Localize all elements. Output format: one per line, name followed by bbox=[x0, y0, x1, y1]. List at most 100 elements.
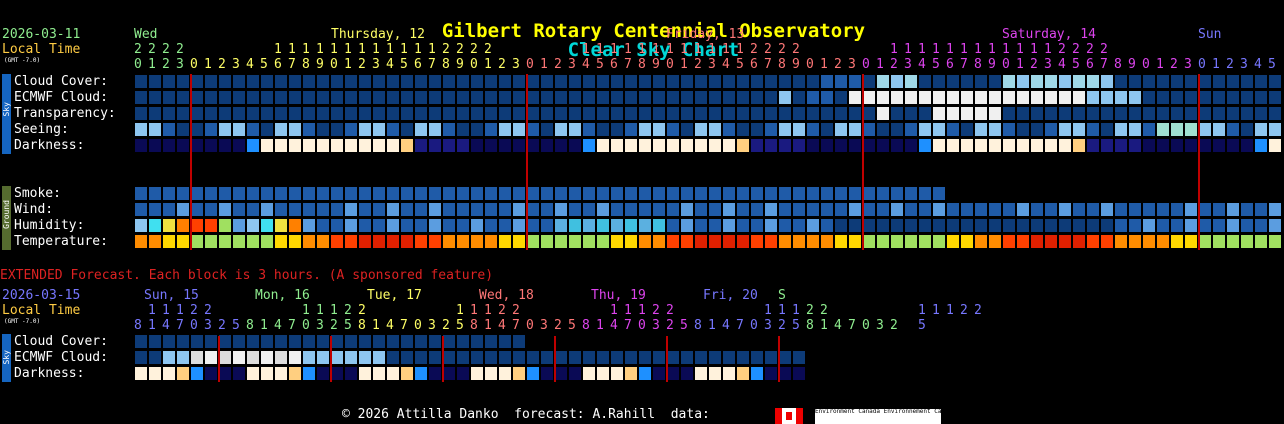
forecast-block bbox=[751, 107, 763, 120]
forecast-block bbox=[401, 235, 413, 248]
forecast-block bbox=[597, 351, 609, 364]
forecast-block bbox=[737, 91, 749, 104]
forecast-block bbox=[135, 187, 147, 200]
hour-digit: 2 bbox=[218, 57, 226, 72]
forecast-block bbox=[723, 219, 735, 232]
gmt-label: (GMT -7.0) bbox=[4, 57, 41, 64]
forecast-block bbox=[681, 75, 693, 88]
forecast-block bbox=[835, 107, 847, 120]
forecast-block bbox=[905, 91, 917, 104]
hour-digit: 1 bbox=[820, 57, 828, 72]
forecast-block bbox=[345, 75, 357, 88]
forecast-block bbox=[695, 203, 707, 216]
forecast-block bbox=[373, 367, 385, 380]
forecast-block bbox=[625, 107, 637, 120]
forecast-block bbox=[219, 75, 231, 88]
forecast-block bbox=[219, 203, 231, 216]
forecast-block bbox=[863, 187, 875, 200]
ext-gmt: (GMT -7.0) bbox=[4, 318, 41, 325]
forecast-block bbox=[471, 219, 483, 232]
forecast-block bbox=[485, 75, 497, 88]
forecast-block bbox=[583, 203, 595, 216]
forecast-block bbox=[163, 367, 175, 380]
ext-hour-digit: 1 bbox=[484, 318, 492, 333]
forecast-block bbox=[331, 107, 343, 120]
hour-digit: 1 bbox=[1002, 42, 1010, 57]
forecast-block bbox=[1059, 235, 1071, 248]
ext-hour-digit: 2 bbox=[344, 303, 352, 318]
forecast-block bbox=[541, 367, 553, 380]
hour-digit: 9 bbox=[316, 57, 324, 72]
environment-canada-logo: Environment Canada Environnement Canada bbox=[815, 409, 956, 424]
forecast-block bbox=[275, 123, 287, 136]
forecast-block bbox=[163, 187, 175, 200]
forecast-block bbox=[275, 107, 287, 120]
forecast-block bbox=[219, 187, 231, 200]
forecast-block bbox=[303, 187, 315, 200]
row-label-seeing: Seeing: bbox=[14, 122, 69, 137]
forecast-block bbox=[849, 107, 861, 120]
hour-digit: 9 bbox=[792, 57, 800, 72]
ext-hour-digit: 2 bbox=[498, 303, 506, 318]
forecast-block bbox=[205, 367, 217, 380]
forecast-block bbox=[1129, 235, 1141, 248]
forecast-block bbox=[779, 203, 791, 216]
forecast-block bbox=[639, 123, 651, 136]
midnight-line bbox=[190, 74, 192, 250]
forecast-block bbox=[639, 203, 651, 216]
forecast-block bbox=[485, 91, 497, 104]
forecast-block bbox=[457, 335, 469, 348]
ext-hour-digit: 4 bbox=[610, 318, 618, 333]
forecast-block bbox=[919, 75, 931, 88]
forecast-block bbox=[415, 351, 427, 364]
forecast-block bbox=[793, 203, 805, 216]
forecast-block bbox=[247, 203, 259, 216]
forecast-block bbox=[597, 367, 609, 380]
forecast-block bbox=[1143, 203, 1155, 216]
forecast-block bbox=[443, 187, 455, 200]
forecast-block bbox=[415, 75, 427, 88]
canada-flag-icon bbox=[775, 408, 803, 424]
forecast-block bbox=[1115, 107, 1127, 120]
ext-hour-digit: 1 bbox=[764, 303, 772, 318]
ext-hour-digit: 2 bbox=[442, 318, 450, 333]
forecast-block bbox=[289, 139, 301, 152]
hour-digit: 3 bbox=[848, 57, 856, 72]
forecast-block bbox=[975, 75, 987, 88]
forecast-block bbox=[751, 203, 763, 216]
forecast-block bbox=[555, 367, 567, 380]
forecast-block bbox=[261, 367, 273, 380]
forecast-block bbox=[471, 187, 483, 200]
forecast-block bbox=[317, 107, 329, 120]
forecast-block bbox=[625, 139, 637, 152]
forecast-block bbox=[779, 123, 791, 136]
forecast-block bbox=[681, 187, 693, 200]
forecast-block bbox=[331, 367, 343, 380]
ext-hour-digit: 1 bbox=[470, 303, 478, 318]
hour-digit: 1 bbox=[414, 42, 422, 57]
forecast-block bbox=[709, 187, 721, 200]
forecast-block bbox=[667, 123, 679, 136]
ext-hour-digit: 8 bbox=[694, 318, 702, 333]
hour-digit: 4 bbox=[1254, 57, 1262, 72]
forecast-block bbox=[737, 235, 749, 248]
forecast-block bbox=[1087, 235, 1099, 248]
hour-digit: 7 bbox=[1100, 57, 1108, 72]
hour-digit: 1 bbox=[344, 57, 352, 72]
ext-hour-digit: 8 bbox=[470, 318, 478, 333]
midnight-line bbox=[330, 336, 332, 382]
local-time-label: Local Time bbox=[2, 42, 81, 57]
forecast-block bbox=[891, 91, 903, 104]
forecast-block bbox=[1143, 219, 1155, 232]
forecast-block bbox=[163, 335, 175, 348]
hour-digit: 4 bbox=[582, 57, 590, 72]
forecast-block bbox=[443, 335, 455, 348]
hour-digit: 1 bbox=[624, 42, 632, 57]
forecast-block bbox=[527, 187, 539, 200]
forecast-block bbox=[1129, 123, 1141, 136]
forecast-block bbox=[387, 75, 399, 88]
hour-digit: 3 bbox=[1044, 57, 1052, 72]
sky-strip bbox=[2, 74, 11, 154]
forecast-block bbox=[219, 235, 231, 248]
forecast-block bbox=[247, 187, 259, 200]
